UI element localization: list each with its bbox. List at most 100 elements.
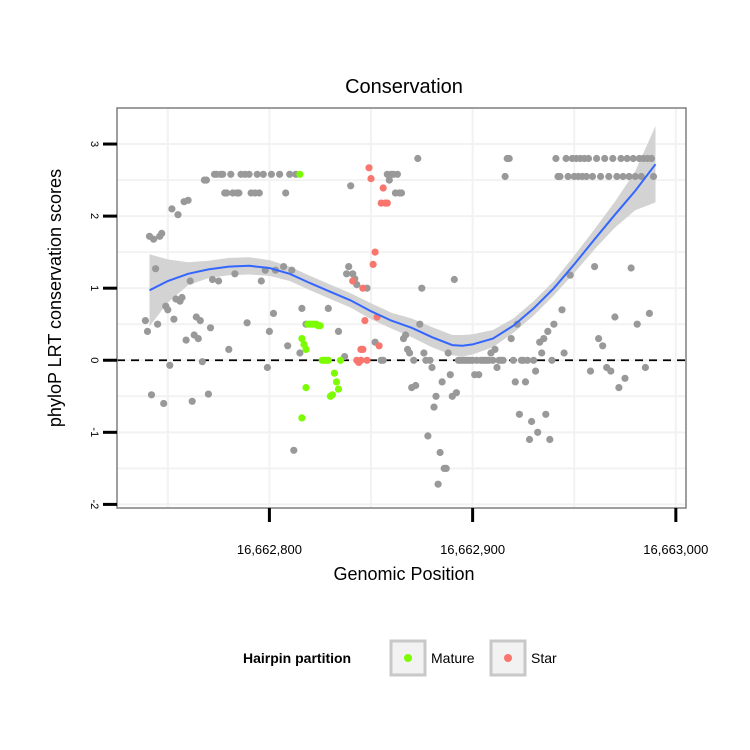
point-other — [160, 399, 168, 408]
point-other — [245, 170, 253, 178]
point-other — [334, 327, 343, 335]
point-mature — [324, 356, 332, 364]
point-other — [225, 345, 233, 353]
y-tick-label: 1 — [88, 285, 100, 291]
point-other — [513, 320, 521, 328]
point-other — [597, 172, 605, 181]
point-mature — [298, 414, 306, 422]
point-other — [637, 172, 645, 181]
point-other — [588, 172, 597, 181]
point-other — [611, 313, 619, 321]
point-other — [215, 277, 223, 285]
point-other — [564, 172, 572, 181]
point-mature — [330, 369, 338, 377]
point-other — [505, 154, 513, 163]
point-other — [434, 480, 442, 488]
point-other — [607, 367, 615, 375]
point-other — [544, 327, 552, 335]
point-other — [601, 154, 609, 163]
point-other — [235, 189, 243, 197]
y-tick-label: -2 — [88, 500, 100, 510]
point-other — [219, 170, 227, 178]
point-other — [257, 277, 265, 285]
scatter-points — [141, 154, 658, 488]
point-star — [369, 260, 377, 268]
point-other — [263, 363, 271, 372]
point-other — [540, 335, 548, 343]
x-axis-ticks: 16,662,800 16,662,900 16,663,000 — [237, 508, 708, 557]
point-other — [426, 356, 434, 364]
point-other — [489, 356, 497, 364]
point-other — [424, 432, 432, 440]
point-other — [432, 392, 440, 400]
point-other — [265, 327, 273, 335]
point-other — [623, 154, 631, 163]
point-other — [204, 390, 212, 398]
point-other — [143, 327, 152, 335]
point-other — [450, 275, 458, 284]
point-mature — [316, 322, 324, 330]
point-other — [452, 389, 460, 397]
legend-dot-star — [504, 654, 512, 662]
point-other — [178, 293, 186, 302]
point-other — [631, 172, 639, 181]
point-other — [420, 349, 428, 357]
point-mature — [334, 385, 343, 393]
point-other — [493, 363, 501, 372]
point-other — [406, 349, 414, 357]
point-mature — [296, 170, 304, 178]
point-other — [188, 397, 196, 405]
point-other — [393, 170, 401, 178]
point-other — [548, 356, 556, 364]
point-other — [627, 264, 635, 272]
point-other — [550, 320, 558, 328]
point-other — [154, 320, 162, 328]
legend: Hairpin partition Mature Star — [243, 639, 557, 677]
point-other — [253, 170, 261, 178]
point-other — [410, 356, 418, 364]
point-star — [357, 356, 365, 364]
point-other — [438, 378, 446, 386]
point-other — [446, 371, 454, 379]
point-star — [379, 184, 387, 192]
point-other — [649, 172, 658, 181]
point-other — [286, 170, 294, 178]
point-other — [324, 304, 332, 312]
point-other — [442, 464, 450, 472]
point-other — [147, 391, 156, 399]
point-star — [363, 356, 371, 364]
point-other — [196, 317, 204, 325]
point-other — [599, 342, 607, 350]
plot-border — [116, 107, 687, 509]
point-other — [556, 172, 564, 181]
point-mature — [302, 345, 310, 353]
point-other — [647, 154, 656, 163]
point-other — [534, 428, 542, 436]
point-other — [164, 306, 172, 314]
point-other — [385, 176, 393, 184]
point-other — [595, 335, 603, 343]
point-other — [605, 172, 613, 181]
x-tick-label: 16,662,900 — [440, 542, 505, 557]
point-other — [259, 170, 267, 178]
point-other — [418, 284, 426, 292]
smooth-trend-line — [149, 163, 657, 347]
point-other — [412, 381, 420, 390]
point-other — [430, 403, 438, 411]
point-other — [290, 446, 298, 454]
x-tick-label: 16,662,800 — [237, 542, 302, 557]
point-other — [267, 170, 275, 178]
point-mature — [336, 356, 345, 364]
point-other — [243, 319, 251, 327]
point-other — [141, 317, 149, 325]
point-other — [158, 229, 166, 237]
legend-dot-mature — [404, 654, 412, 662]
point-other — [170, 315, 178, 323]
point-other — [625, 172, 633, 181]
point-other — [428, 363, 436, 372]
point-other — [521, 378, 530, 386]
y-axis-ticks: -2 -1 0 1 2 3 — [88, 141, 117, 509]
x-tick-label: 16,663,000 — [643, 542, 708, 557]
point-other — [532, 367, 540, 375]
point-other — [152, 265, 160, 273]
